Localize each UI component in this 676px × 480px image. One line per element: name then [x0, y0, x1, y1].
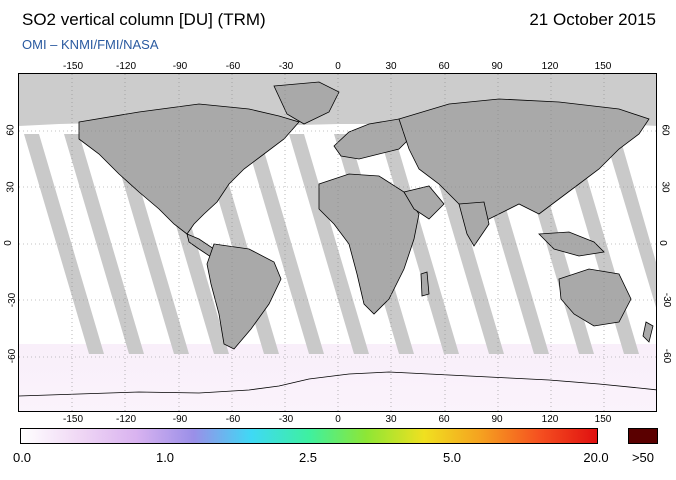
australia — [558, 268, 632, 327]
lon-tick-bottom: -90 — [172, 414, 188, 425]
lon-tick-bottom: 120 — [541, 414, 559, 425]
lon-tick-bottom: 0 — [335, 414, 341, 425]
africa — [318, 173, 420, 315]
orbit-gap — [109, 134, 189, 354]
map-date: 21 October 2015 — [529, 10, 656, 29]
colorbar-label: >50 — [631, 450, 655, 465]
madagascar — [420, 271, 430, 297]
lon-tick-bottom: -150 — [62, 414, 84, 425]
colorbar-label: 20.0 — [583, 450, 609, 465]
so2-map — [18, 73, 657, 412]
lon-tick-top: 120 — [541, 61, 559, 72]
colorbar — [20, 428, 598, 444]
lon-tick-bottom: -30 — [278, 414, 294, 425]
map-canvas — [19, 74, 656, 411]
lon-tick-top: -90 — [172, 61, 188, 72]
lon-tick-bottom: 150 — [594, 414, 612, 425]
orbit-gap — [604, 134, 656, 308]
graticule — [19, 74, 656, 411]
lon-tick-top: 0 — [335, 61, 341, 72]
lon-tick-top: -120 — [115, 61, 137, 72]
lat-tick-left: -30 — [7, 292, 19, 308]
lat-tick-right: 60 — [659, 124, 671, 136]
southern-haze — [19, 344, 656, 411]
lat-tick-left: 0 — [2, 240, 14, 246]
colorbar-label: 2.5 — [298, 450, 318, 465]
data-source: OMI – KNMI/FMI/NASA — [22, 37, 159, 52]
lon-tick-bottom: -120 — [115, 414, 137, 425]
arabian-peninsula — [403, 185, 445, 220]
lon-tick-top: -60 — [225, 61, 241, 72]
india — [458, 201, 490, 247]
lat-tick-right: -60 — [661, 348, 673, 364]
lat-tick-left: 30 — [5, 181, 17, 193]
new-zealand — [642, 321, 654, 343]
colorbar-label: 5.0 — [442, 450, 462, 465]
lon-tick-top: -30 — [278, 61, 294, 72]
antarctica — [19, 371, 656, 397]
south-america — [206, 243, 282, 350]
north-america — [78, 103, 300, 235]
lon-tick-top: 30 — [385, 61, 397, 72]
lon-tick-top: 60 — [438, 61, 450, 72]
lon-tick-top: 90 — [491, 61, 503, 72]
greenland — [273, 81, 340, 125]
lat-tick-left: -60 — [7, 348, 19, 364]
lon-tick-top: 150 — [594, 61, 612, 72]
lat-tick-right: 0 — [656, 240, 668, 246]
lat-tick-right: 30 — [659, 181, 671, 193]
lon-tick-bottom: -60 — [225, 414, 241, 425]
lon-tick-top: -150 — [62, 61, 84, 72]
orbit-gap — [289, 134, 369, 354]
colorbar-label: 1.0 — [155, 450, 175, 465]
colorbar-overflow-swatch — [628, 428, 658, 444]
lon-tick-bottom: 90 — [491, 414, 503, 425]
lat-tick-left: 60 — [5, 124, 17, 136]
asia — [398, 98, 650, 225]
map-title: SO2 vertical column [DU] (TRM) — [22, 10, 266, 29]
lon-tick-bottom: 30 — [385, 414, 397, 425]
lat-tick-right: -30 — [661, 292, 673, 308]
lon-tick-bottom: 60 — [438, 414, 450, 425]
colorbar-label: 0.0 — [12, 450, 32, 465]
